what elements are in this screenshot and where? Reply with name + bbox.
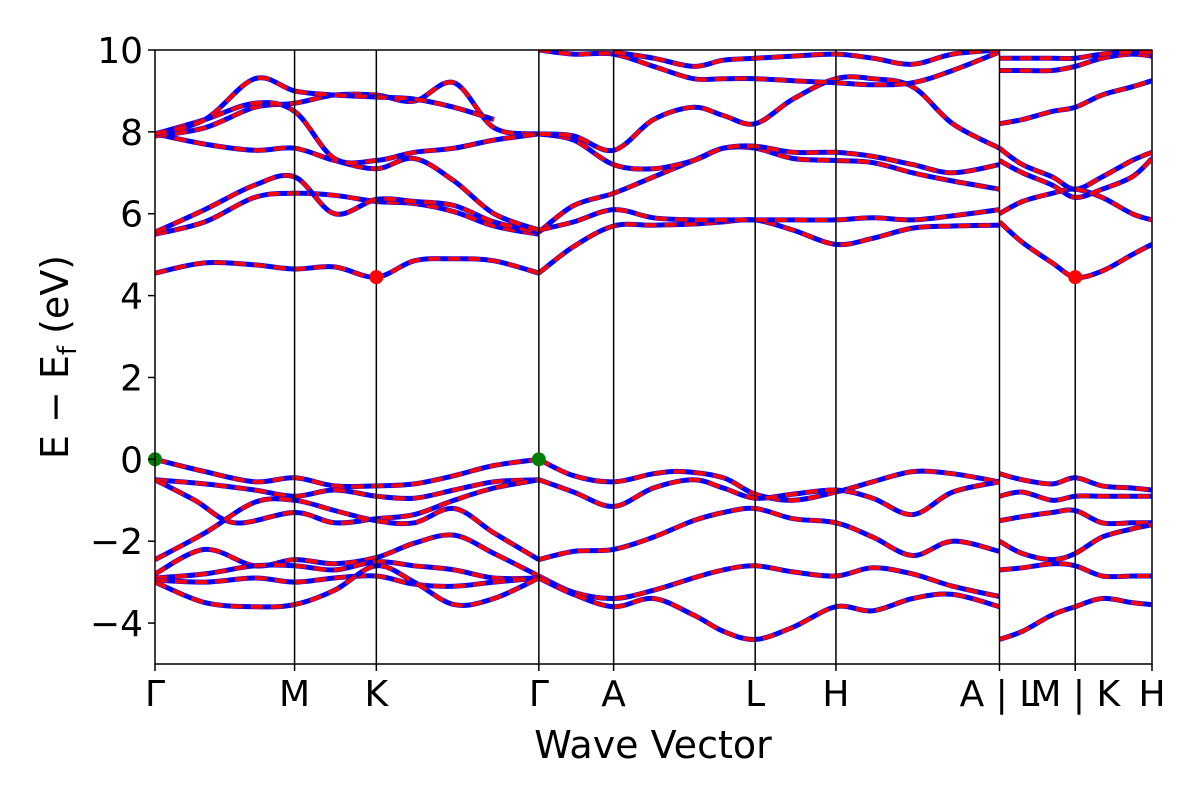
band-line-red bbox=[613, 50, 1000, 69]
x-tick-label: Γ bbox=[145, 674, 165, 715]
band-line-red bbox=[155, 256, 540, 280]
y-axis-label-sub: f bbox=[53, 345, 83, 355]
y-tick-label: 8 bbox=[120, 113, 143, 154]
y-axis-ticks: −4 −2 0 2 4 6 8 10 bbox=[90, 31, 155, 645]
band-line-red bbox=[155, 563, 540, 609]
band-line-blue bbox=[537, 457, 1000, 503]
band-line-blue bbox=[155, 256, 540, 280]
x-axis-label: Wave Vector bbox=[534, 723, 772, 767]
band-line-red bbox=[155, 173, 540, 235]
band-line-red bbox=[999, 561, 1152, 579]
band-line-red bbox=[999, 52, 1152, 73]
band-line-blue bbox=[538, 74, 1001, 154]
band-line-red bbox=[998, 471, 1152, 492]
band-line-red bbox=[538, 74, 1001, 153]
band-line-red bbox=[537, 217, 1000, 275]
x-tick-label: A bbox=[601, 674, 626, 715]
band-line-red bbox=[155, 457, 540, 489]
band-lines bbox=[155, 50, 1152, 642]
plot-frame bbox=[154, 49, 1153, 665]
y-tick-label: 2 bbox=[120, 358, 143, 399]
band-line-red bbox=[155, 191, 540, 237]
x-axis-ticks: Γ M K Γ A L H A | LM | K H bbox=[145, 664, 1166, 715]
cbm-marker bbox=[1068, 270, 1083, 285]
band-line-red bbox=[537, 576, 1001, 642]
y-tick-label: −4 bbox=[90, 604, 143, 645]
band-line-red bbox=[155, 559, 539, 581]
y-tick-label: 10 bbox=[97, 31, 143, 72]
x-tick-label: H bbox=[822, 674, 849, 715]
x-tick-label: M | K bbox=[1030, 674, 1121, 715]
band-edge-markers bbox=[148, 270, 1083, 467]
band-line-red bbox=[155, 477, 540, 525]
y-axis-label-main: E − E bbox=[33, 355, 77, 459]
band-line-blue bbox=[537, 575, 1001, 642]
band-line-red bbox=[155, 80, 540, 138]
band-line-red bbox=[998, 220, 1152, 280]
band-line-red bbox=[155, 131, 540, 232]
band-line-red bbox=[999, 50, 1152, 61]
cbm-marker bbox=[369, 270, 384, 285]
band-line-blue bbox=[155, 79, 540, 139]
y-tick-label: 6 bbox=[120, 195, 143, 236]
x-tick-label: Γ bbox=[529, 674, 549, 715]
band-line-red bbox=[155, 477, 539, 501]
y-tick-label: −2 bbox=[90, 522, 143, 563]
y-axis-label: E − Ef (eV) bbox=[33, 255, 83, 459]
y-tick-label: 4 bbox=[120, 277, 143, 318]
high-symmetry-lines bbox=[293, 50, 1076, 664]
x-tick-label: M bbox=[279, 674, 310, 715]
band-line-red bbox=[155, 75, 495, 136]
band-line-red bbox=[155, 532, 540, 578]
x-tick-label: H bbox=[1138, 674, 1165, 715]
band-line-red bbox=[155, 496, 540, 562]
vbm-marker bbox=[531, 452, 546, 467]
band-line-red bbox=[155, 100, 540, 165]
band-line-red bbox=[999, 507, 1152, 526]
band-line-red bbox=[538, 506, 1000, 562]
band-line-red bbox=[999, 78, 1152, 126]
x-tick-label: A | L bbox=[960, 674, 1040, 715]
y-axis-label-unit: (eV) bbox=[33, 255, 77, 346]
x-tick-label: L bbox=[745, 674, 765, 715]
y-tick-label: 0 bbox=[120, 440, 143, 481]
x-tick-label: K bbox=[365, 674, 390, 715]
band-line-red bbox=[999, 490, 1152, 503]
